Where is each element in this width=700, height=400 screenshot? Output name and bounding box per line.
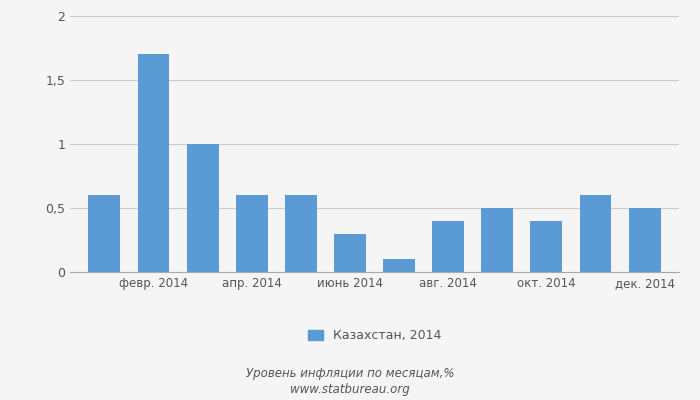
Bar xyxy=(629,208,661,272)
Bar xyxy=(285,195,317,272)
Bar xyxy=(383,259,415,272)
Bar xyxy=(531,221,562,272)
Bar xyxy=(580,195,612,272)
Bar xyxy=(187,144,218,272)
Bar xyxy=(334,234,366,272)
Legend: Казахстан, 2014: Казахстан, 2014 xyxy=(303,324,446,347)
Bar xyxy=(137,54,169,272)
Text: Уровень инфляции по месяцам,%: Уровень инфляции по месяцам,% xyxy=(246,368,454,380)
Bar xyxy=(236,195,267,272)
Bar xyxy=(88,195,120,272)
Text: www.statbureau.org: www.statbureau.org xyxy=(290,384,410,396)
Bar xyxy=(432,221,464,272)
Bar xyxy=(482,208,513,272)
